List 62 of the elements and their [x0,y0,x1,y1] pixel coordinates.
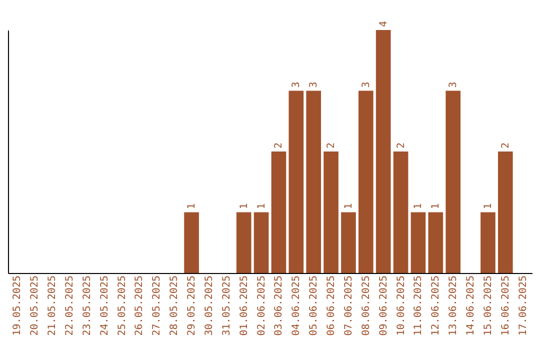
bar [306,90,322,273]
x-tick-label: 14.06.2025 [466,276,477,336]
x-tick-label: 01.06.2025 [238,276,250,336]
bar [428,212,444,273]
x-tick-label: 11.06.2025 [413,276,424,336]
x-tick-label: 25.05.2025 [116,276,128,336]
x-tick-label: 05.06.2025 [308,276,320,336]
bar [271,152,286,273]
x-tick-label: 20.05.2025 [30,276,41,336]
bar [288,90,304,273]
x-tick-label: 21.05.2025 [47,276,58,336]
data-label: 2 [500,142,512,148]
data-label: 3 [291,82,302,88]
x-tick-label: 04.06.2025 [291,276,302,336]
bar [236,212,252,273]
x-tick-label: 12.06.2025 [430,276,442,336]
bar [376,30,391,273]
x-tick-label: 10.06.2025 [396,276,407,336]
data-label: 2 [326,142,338,148]
data-label: 1 [413,203,424,210]
bar [341,212,356,273]
data-label: 2 [396,142,407,148]
bar [393,152,408,273]
data-label: 2 [274,142,285,148]
data-label: 1 [256,203,268,210]
data-label: 1 [343,203,354,210]
x-tick-label: 30.05.2025 [204,276,215,336]
x-tick-label: 24.05.2025 [99,276,110,336]
data-label: 1 [186,203,198,210]
data-label: 1 [430,203,442,210]
x-tick-label: 03.06.2025 [274,276,285,336]
bar [184,212,199,273]
data-label: 1 [482,203,494,210]
x-tick-label: 31.05.2025 [221,276,232,336]
x-tick-label: 08.06.2025 [360,276,372,336]
bar [498,152,513,273]
data-label: 4 [378,20,390,27]
data-label: 3 [308,82,320,88]
x-tick-label: 26.05.2025 [134,276,146,336]
data-label: 3 [448,82,460,88]
bar [446,90,461,273]
x-tick-label: 15.06.2025 [482,276,494,336]
x-tick-label: 19.05.2025 [12,276,24,336]
data-label: 1 [238,203,250,210]
x-tick-label: 13.06.2025 [448,276,460,336]
x-tick-label: 23.05.2025 [82,276,93,336]
x-tick-label: 17.06.2025 [518,276,529,336]
x-tick-label: 16.06.2025 [500,276,512,336]
x-tick-label: 09.06.2025 [378,276,390,336]
bar [254,212,269,273]
x-tick-label: 06.06.2025 [326,276,338,336]
bar [324,152,338,273]
x-tick-label: 27.05.2025 [152,276,163,336]
x-tick-label: 07.06.2025 [343,276,354,336]
x-tick-label: 28.05.2025 [169,276,180,336]
bar [410,212,426,273]
bar [480,212,496,273]
x-tick-label: 29.05.2025 [186,276,198,336]
data-label: 3 [360,82,372,88]
bar [358,90,374,273]
x-tick-label: 22.05.2025 [64,276,76,336]
x-tick-label: 02.06.2025 [256,276,268,336]
